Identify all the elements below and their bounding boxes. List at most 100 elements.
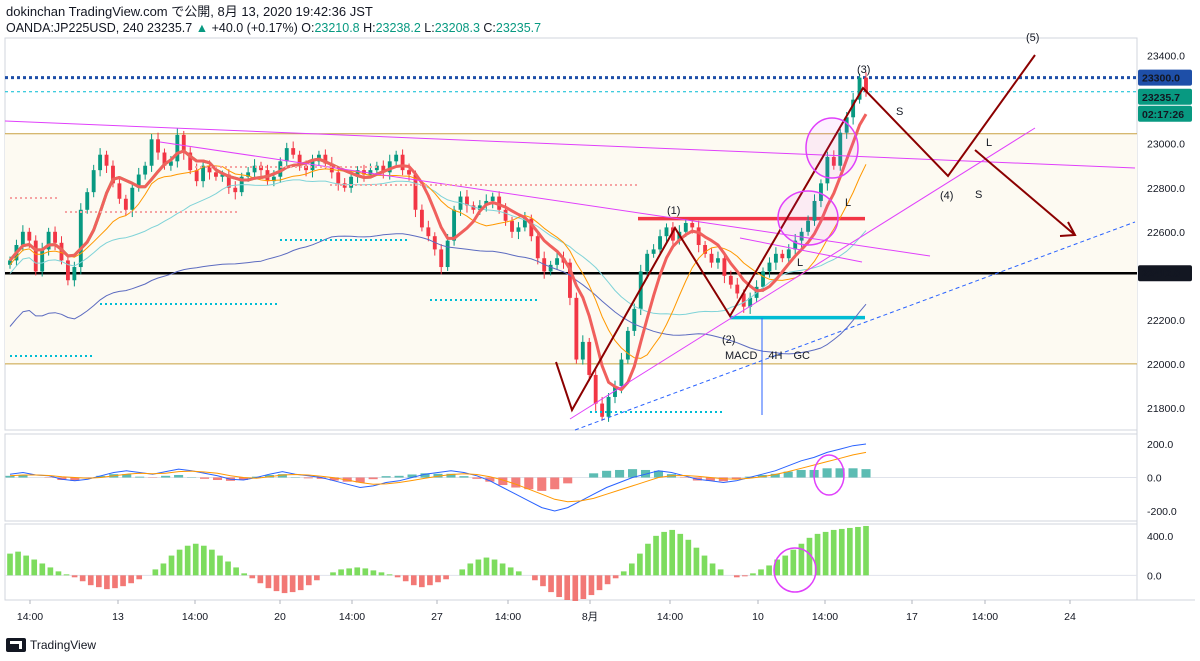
candle-body <box>696 227 701 246</box>
open-label: O: <box>301 21 315 35</box>
candle-body <box>381 165 386 173</box>
histogram-bar <box>774 559 780 576</box>
price-badge-label: 23235.7 <box>1142 92 1180 104</box>
candle-body <box>767 262 772 272</box>
histogram-bar <box>7 553 13 576</box>
histogram-bar <box>176 549 183 576</box>
close-value: 23235.7 <box>495 21 542 35</box>
histogram-bar <box>136 575 143 580</box>
histogram-bar <box>31 559 38 576</box>
candle-body <box>490 196 495 201</box>
candle-body <box>233 187 238 193</box>
candle-body <box>741 293 746 307</box>
candle-body <box>600 403 605 417</box>
macd-histogram-bar <box>550 477 560 490</box>
hist-axis-tick: 400.0 <box>1147 531 1173 543</box>
highlight-circle <box>777 190 839 246</box>
candle-body <box>799 231 804 241</box>
candle-body <box>851 99 856 118</box>
symbol-name[interactable]: OANDA:JP225USD, 240 <box>6 21 144 35</box>
histogram-bar <box>281 575 288 594</box>
histogram-bar <box>249 575 256 579</box>
histogram-bar <box>87 575 94 586</box>
histogram-bar <box>532 575 538 581</box>
histogram-bar <box>580 575 587 600</box>
macd-histogram-bar <box>407 474 417 478</box>
macd-histogram-bar <box>485 477 495 482</box>
candle-body <box>117 183 122 199</box>
price-change: +40.0 (+0.17%) <box>211 21 298 35</box>
histogram-bar <box>443 575 449 580</box>
candle-body <box>606 396 611 417</box>
candle-body <box>220 174 225 177</box>
macd-histogram-bar <box>96 475 106 478</box>
tradingview-logo-icon <box>6 638 26 652</box>
candle-body <box>645 253 650 272</box>
histogram-bar <box>863 525 869 576</box>
histogram-bar <box>305 575 312 586</box>
macd-histogram-bar <box>135 476 145 478</box>
histogram-bar <box>160 563 167 576</box>
macd-histogram-bar <box>381 476 391 478</box>
macd-histogram-bar <box>705 477 715 481</box>
histogram-bar <box>483 557 490 576</box>
macd-histogram-bar <box>783 471 793 478</box>
chart-header: dokinchan TradingView.com で公開, 8月 13, 20… <box>6 4 541 36</box>
macd-histogram-bar <box>524 477 534 490</box>
histogram-bar <box>669 529 676 576</box>
wave-label: (1) <box>667 205 680 217</box>
price-tick-label: 22000.0 <box>1147 359 1185 371</box>
candle-body <box>580 341 585 360</box>
candle-body <box>838 132 843 166</box>
macd-histogram-bar <box>653 470 664 478</box>
candle-body <box>529 218 534 237</box>
candle-body <box>574 297 579 360</box>
candle-body <box>33 240 38 272</box>
histogram-bar <box>79 575 86 582</box>
histogram-bar <box>507 567 514 576</box>
candle-body <box>419 209 424 228</box>
candle-body <box>864 77 868 92</box>
histogram-bar <box>588 575 595 596</box>
histogram-bar <box>596 575 603 591</box>
histogram-bar <box>225 561 231 576</box>
price-tick-label: 23400.0 <box>1147 51 1185 63</box>
price-badge-label: 02:17:26 <box>1142 109 1184 121</box>
candle-body <box>207 165 212 173</box>
macd-histogram-bar <box>822 468 832 478</box>
ma-fast-red-line <box>8 113 868 392</box>
brand-name: TradingView <box>30 638 97 652</box>
candle-body <box>310 161 315 171</box>
macd-histogram-bar <box>161 475 171 478</box>
signal-letter: S <box>975 189 982 201</box>
macd-histogram-bar <box>212 477 223 481</box>
candle-body <box>387 161 392 173</box>
macd-histogram-bar <box>5 475 15 478</box>
histogram-bar <box>459 569 466 576</box>
candle-body <box>168 161 173 166</box>
candle-body <box>664 227 669 237</box>
histogram-bar <box>233 567 239 576</box>
histogram-bar <box>39 563 46 576</box>
wave-label: (4) <box>940 190 953 202</box>
wave-label: (2) <box>722 334 735 346</box>
candle-body <box>123 198 128 210</box>
signal-letter: L <box>845 197 851 209</box>
histogram-bar <box>378 572 385 576</box>
candle-body <box>690 222 695 228</box>
candle-body <box>587 341 592 375</box>
macd-histogram-bar <box>18 474 28 478</box>
signal-letter: L <box>986 137 992 149</box>
histogram-bar <box>96 575 102 588</box>
histogram-bar <box>15 551 21 576</box>
histogram-bar <box>855 526 861 576</box>
histogram-bar <box>63 574 70 576</box>
candle-body <box>394 154 399 162</box>
candle-body <box>477 205 482 210</box>
macd-histogram-bar <box>602 470 612 478</box>
candle-body <box>651 249 656 254</box>
macd-line <box>9 451 867 503</box>
time-tick-label: 14:00 <box>339 611 365 623</box>
candle-body <box>271 176 276 182</box>
